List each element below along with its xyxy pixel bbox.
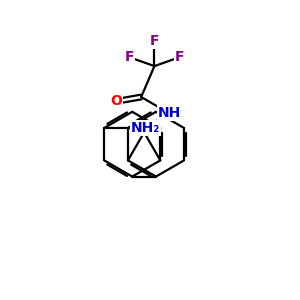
Text: O: O (110, 94, 122, 108)
Text: NH₂: NH₂ (131, 121, 160, 135)
Text: F: F (124, 50, 134, 64)
Text: F: F (150, 34, 159, 48)
Text: NH: NH (158, 106, 181, 120)
Text: F: F (175, 50, 184, 64)
